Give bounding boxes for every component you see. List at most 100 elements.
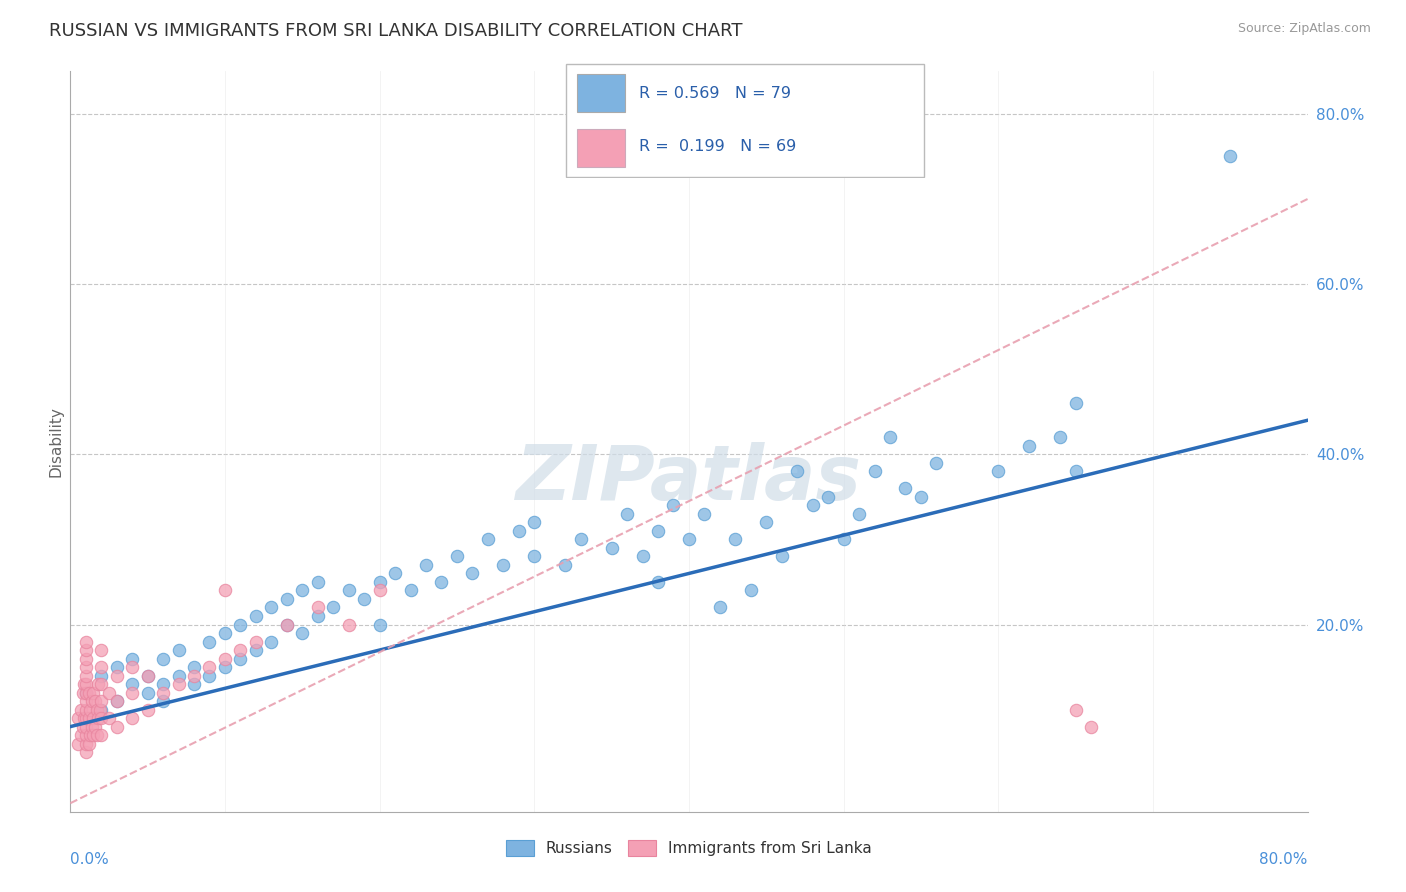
Point bbox=[430, 574, 453, 589]
Point bbox=[75, 720, 97, 734]
Point bbox=[105, 694, 128, 708]
Point bbox=[399, 583, 422, 598]
Point bbox=[75, 685, 97, 699]
Point bbox=[353, 591, 375, 606]
Point bbox=[523, 549, 546, 564]
Point bbox=[260, 634, 283, 648]
Point bbox=[79, 728, 101, 742]
Point bbox=[183, 668, 205, 682]
Point bbox=[152, 677, 174, 691]
Point bbox=[136, 668, 159, 682]
Point bbox=[73, 677, 96, 691]
Point bbox=[90, 694, 112, 708]
Point bbox=[879, 430, 901, 444]
Point bbox=[79, 703, 101, 717]
Point bbox=[90, 703, 112, 717]
Point bbox=[75, 660, 97, 674]
Point bbox=[136, 668, 159, 682]
Point bbox=[245, 609, 267, 624]
Point bbox=[229, 651, 252, 665]
Point bbox=[77, 711, 100, 725]
Text: Source: ZipAtlas.com: Source: ZipAtlas.com bbox=[1237, 22, 1371, 36]
Point bbox=[84, 720, 107, 734]
Legend: Russians, Immigrants from Sri Lanka: Russians, Immigrants from Sri Lanka bbox=[506, 840, 872, 856]
Bar bbox=[576, 128, 624, 167]
Point bbox=[1018, 439, 1040, 453]
Point bbox=[709, 600, 731, 615]
Point bbox=[337, 583, 360, 598]
Point bbox=[508, 524, 530, 538]
Point bbox=[80, 720, 103, 734]
Point bbox=[415, 558, 437, 572]
Point bbox=[67, 711, 90, 725]
Point bbox=[817, 490, 839, 504]
Point bbox=[183, 660, 205, 674]
Point bbox=[84, 694, 107, 708]
Point bbox=[72, 720, 94, 734]
Point bbox=[245, 634, 267, 648]
Point bbox=[82, 711, 105, 725]
Point bbox=[183, 677, 205, 691]
Point bbox=[75, 643, 97, 657]
Y-axis label: Disability: Disability bbox=[48, 406, 63, 477]
Point bbox=[307, 574, 329, 589]
Point bbox=[77, 685, 100, 699]
Point bbox=[492, 558, 515, 572]
Point bbox=[75, 668, 97, 682]
Point bbox=[925, 456, 948, 470]
Point bbox=[90, 728, 112, 742]
Point bbox=[152, 694, 174, 708]
Point bbox=[307, 609, 329, 624]
Point bbox=[121, 660, 143, 674]
Point bbox=[198, 634, 221, 648]
Point bbox=[87, 711, 110, 725]
Point bbox=[1080, 720, 1102, 734]
Point bbox=[291, 583, 314, 598]
Point bbox=[214, 651, 236, 665]
Point bbox=[214, 626, 236, 640]
Point bbox=[198, 668, 221, 682]
Point bbox=[90, 711, 112, 725]
Point bbox=[987, 464, 1010, 478]
Point bbox=[82, 728, 105, 742]
Point bbox=[569, 533, 592, 547]
Point bbox=[67, 737, 90, 751]
Point bbox=[198, 660, 221, 674]
Text: ZIPatlas: ZIPatlas bbox=[516, 442, 862, 516]
Point bbox=[291, 626, 314, 640]
Text: R =  0.199   N = 69: R = 0.199 N = 69 bbox=[640, 139, 796, 154]
Point bbox=[384, 566, 406, 581]
Point bbox=[75, 711, 97, 725]
Point bbox=[724, 533, 747, 547]
Point bbox=[1219, 149, 1241, 163]
Point bbox=[90, 660, 112, 674]
Point bbox=[1064, 464, 1087, 478]
Point bbox=[307, 600, 329, 615]
Point bbox=[276, 617, 298, 632]
Point bbox=[98, 685, 120, 699]
Point bbox=[245, 643, 267, 657]
Point bbox=[121, 685, 143, 699]
Point bbox=[477, 533, 499, 547]
Point bbox=[90, 643, 112, 657]
Point bbox=[631, 549, 654, 564]
Point bbox=[75, 694, 97, 708]
Point bbox=[832, 533, 855, 547]
Point bbox=[600, 541, 623, 555]
Point bbox=[848, 507, 870, 521]
Point bbox=[75, 737, 97, 751]
Point bbox=[167, 677, 190, 691]
Point bbox=[82, 685, 105, 699]
Point bbox=[786, 464, 808, 478]
Point bbox=[260, 600, 283, 615]
Point bbox=[105, 694, 128, 708]
Text: 80.0%: 80.0% bbox=[1260, 853, 1308, 867]
Point bbox=[90, 668, 112, 682]
Text: R = 0.569   N = 79: R = 0.569 N = 79 bbox=[640, 86, 792, 101]
Point bbox=[121, 651, 143, 665]
Text: RUSSIAN VS IMMIGRANTS FROM SRI LANKA DISABILITY CORRELATION CHART: RUSSIAN VS IMMIGRANTS FROM SRI LANKA DIS… bbox=[49, 22, 742, 40]
Point bbox=[121, 711, 143, 725]
Point bbox=[1049, 430, 1071, 444]
Point bbox=[86, 703, 108, 717]
Point bbox=[863, 464, 886, 478]
